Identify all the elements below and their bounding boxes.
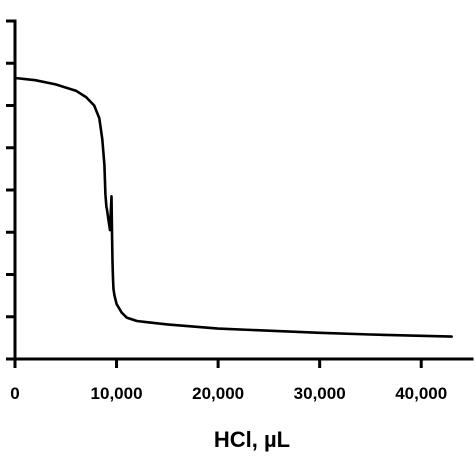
x-tick-label: 0 [10, 384, 19, 403]
x-axis-tick-labels: 0 10,000 20,000 30,000 40,000 [10, 384, 447, 403]
x-tick-label: 10,000 [91, 384, 143, 403]
x-axis-ticks [13, 359, 423, 368]
y-axis-ticks [6, 19, 15, 361]
axes [13, 19, 474, 361]
series-layer [13, 76, 454, 338]
x-axis-label: HCl, µL [214, 427, 290, 452]
series-line-0 [13, 76, 454, 338]
x-tick-label: 20,000 [192, 384, 244, 403]
x-tick-label: 30,000 [294, 384, 346, 403]
x-tick-label: 40,000 [395, 384, 447, 403]
